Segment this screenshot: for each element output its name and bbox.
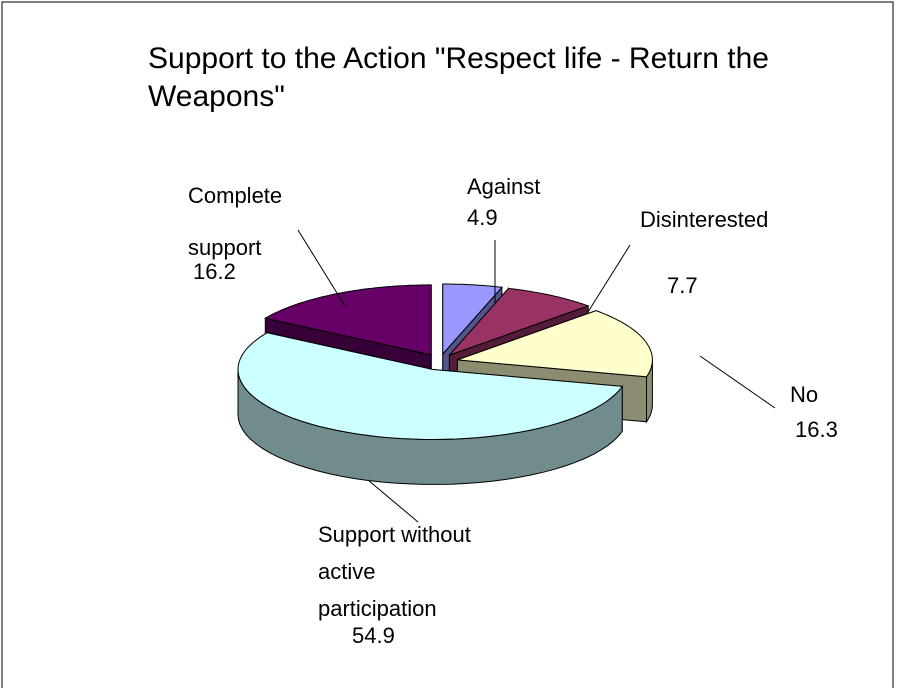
leader-line bbox=[699, 355, 776, 409]
leader-lines bbox=[297, 229, 776, 523]
slice-value: 7.7 bbox=[667, 273, 698, 298]
slice-value: 54.9 bbox=[352, 623, 395, 648]
chart-title: Support to the Action "Respect life - Re… bbox=[148, 42, 769, 113]
slice bbox=[263, 284, 432, 356]
slice-value: 16.3 bbox=[795, 417, 838, 442]
leader-line bbox=[367, 479, 419, 523]
slice bbox=[442, 283, 503, 356]
leader-line bbox=[587, 244, 631, 313]
slice-label: Support without active participation bbox=[318, 522, 471, 621]
slice-label: Against bbox=[467, 174, 541, 199]
slice bbox=[237, 332, 624, 441]
slice bbox=[449, 287, 590, 356]
slice bbox=[457, 310, 653, 378]
leader-line bbox=[297, 229, 346, 307]
pie bbox=[237, 283, 653, 485]
slice-value: 16.2 bbox=[193, 259, 236, 284]
slice-value: 4.9 bbox=[467, 205, 498, 230]
slice-label: Complete support bbox=[188, 183, 283, 260]
slice-label: Disinterested bbox=[640, 207, 769, 232]
slice-label: No bbox=[790, 382, 819, 407]
